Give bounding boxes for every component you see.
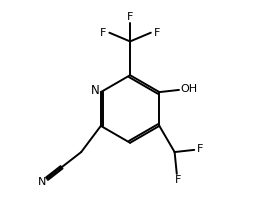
Text: F: F [154,28,160,38]
Text: F: F [127,12,133,22]
Text: F: F [197,144,204,154]
Text: F: F [175,175,181,185]
Text: N: N [38,177,46,187]
Text: OH: OH [180,84,197,94]
Text: F: F [100,28,107,38]
Text: N: N [91,84,100,97]
